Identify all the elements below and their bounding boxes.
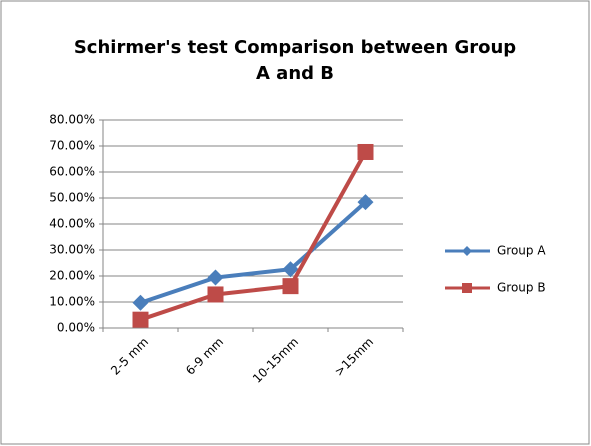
- data-point: [207, 269, 224, 286]
- y-tick-label: 60.00%: [49, 165, 95, 179]
- y-tick-label: 50.00%: [49, 191, 95, 205]
- data-point: [132, 311, 149, 328]
- data-point: [357, 194, 374, 211]
- data-point: [357, 143, 374, 160]
- legend-label: Group B: [497, 281, 546, 295]
- chart-title: Schirmer's test Comparison between Group: [74, 37, 516, 58]
- series-line: [139, 151, 368, 322]
- y-tick-label: 10.00%: [49, 295, 95, 309]
- y-tick-label: 70.00%: [49, 139, 95, 153]
- data-point: [207, 286, 224, 303]
- y-tick-label: 20.00%: [49, 269, 95, 283]
- series-line: [139, 200, 367, 305]
- data-point: [282, 261, 299, 278]
- data-point: [132, 294, 149, 311]
- data-point: [282, 278, 299, 295]
- y-tick-label: 80.00%: [49, 113, 95, 127]
- legend-marker: [462, 246, 472, 256]
- y-tick-label: 30.00%: [49, 243, 95, 257]
- chart-title: A and B: [256, 63, 334, 84]
- y-tick-label: 0.00%: [57, 321, 95, 335]
- legend-marker: [462, 283, 472, 293]
- y-tick-label: 40.00%: [49, 217, 95, 231]
- legend-label: Group A: [497, 244, 546, 258]
